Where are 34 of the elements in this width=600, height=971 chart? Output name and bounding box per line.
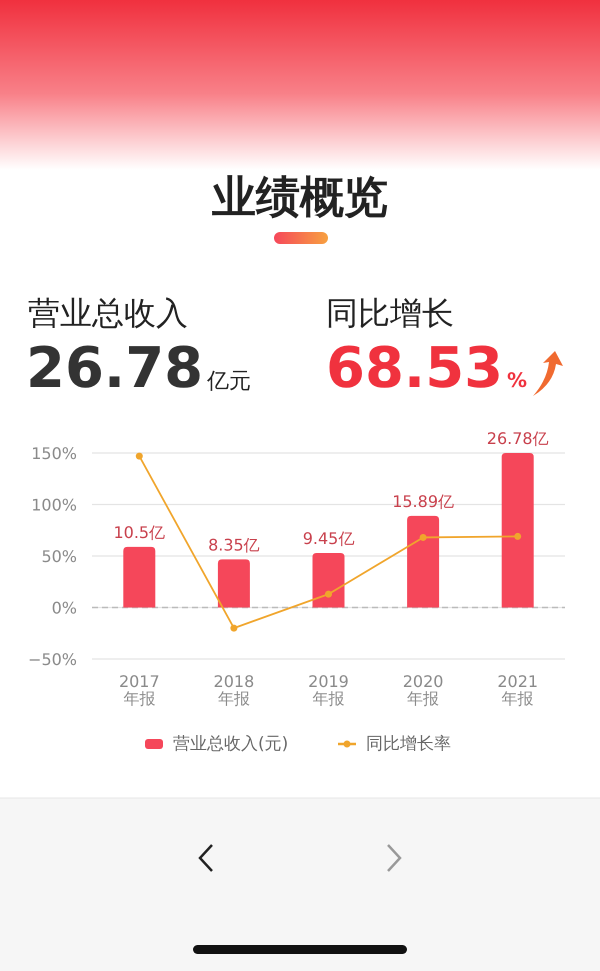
x-tick-label: 2019年报	[307, 672, 350, 708]
data-label: 26.78亿	[486, 429, 549, 448]
y-tick-label: −50%	[28, 650, 77, 669]
text: 68.53	[326, 336, 504, 401]
point	[420, 534, 427, 541]
bar	[123, 546, 156, 608]
x-tick-label: 2017年报	[118, 672, 161, 708]
y-tick-label: 0%	[52, 598, 77, 618]
data-label: 8.35亿	[208, 535, 260, 554]
x-tick-label: 2021年报	[496, 672, 540, 708]
data-label: 10.5亿	[113, 522, 166, 542]
y-tick-label: 150%	[31, 444, 77, 463]
text: 26.78	[26, 336, 204, 401]
bar	[312, 552, 344, 608]
point	[514, 532, 522, 540]
legend-label: 同比增长率	[366, 733, 451, 755]
x-tick-label: 2020年报	[402, 672, 444, 708]
y-tick-label: 50%	[41, 547, 77, 566]
bar	[407, 516, 440, 608]
data-label: 15.89亿	[392, 492, 454, 511]
text: 同比增长	[326, 293, 454, 334]
bar	[502, 453, 534, 608]
point	[325, 590, 332, 598]
text: %	[507, 368, 528, 392]
text: 亿元	[207, 368, 251, 396]
bar	[218, 559, 250, 608]
chart-title: 业绩概览	[211, 171, 389, 225]
point	[230, 624, 238, 632]
x-tick-label: 2018年报	[212, 672, 256, 708]
text: 营业总收入	[28, 293, 188, 334]
point	[136, 452, 143, 460]
y-tick-label: 100%	[31, 496, 77, 514]
data-label: 9.45亿	[302, 528, 354, 548]
legend-label: 营业总收入(元)	[173, 733, 288, 755]
